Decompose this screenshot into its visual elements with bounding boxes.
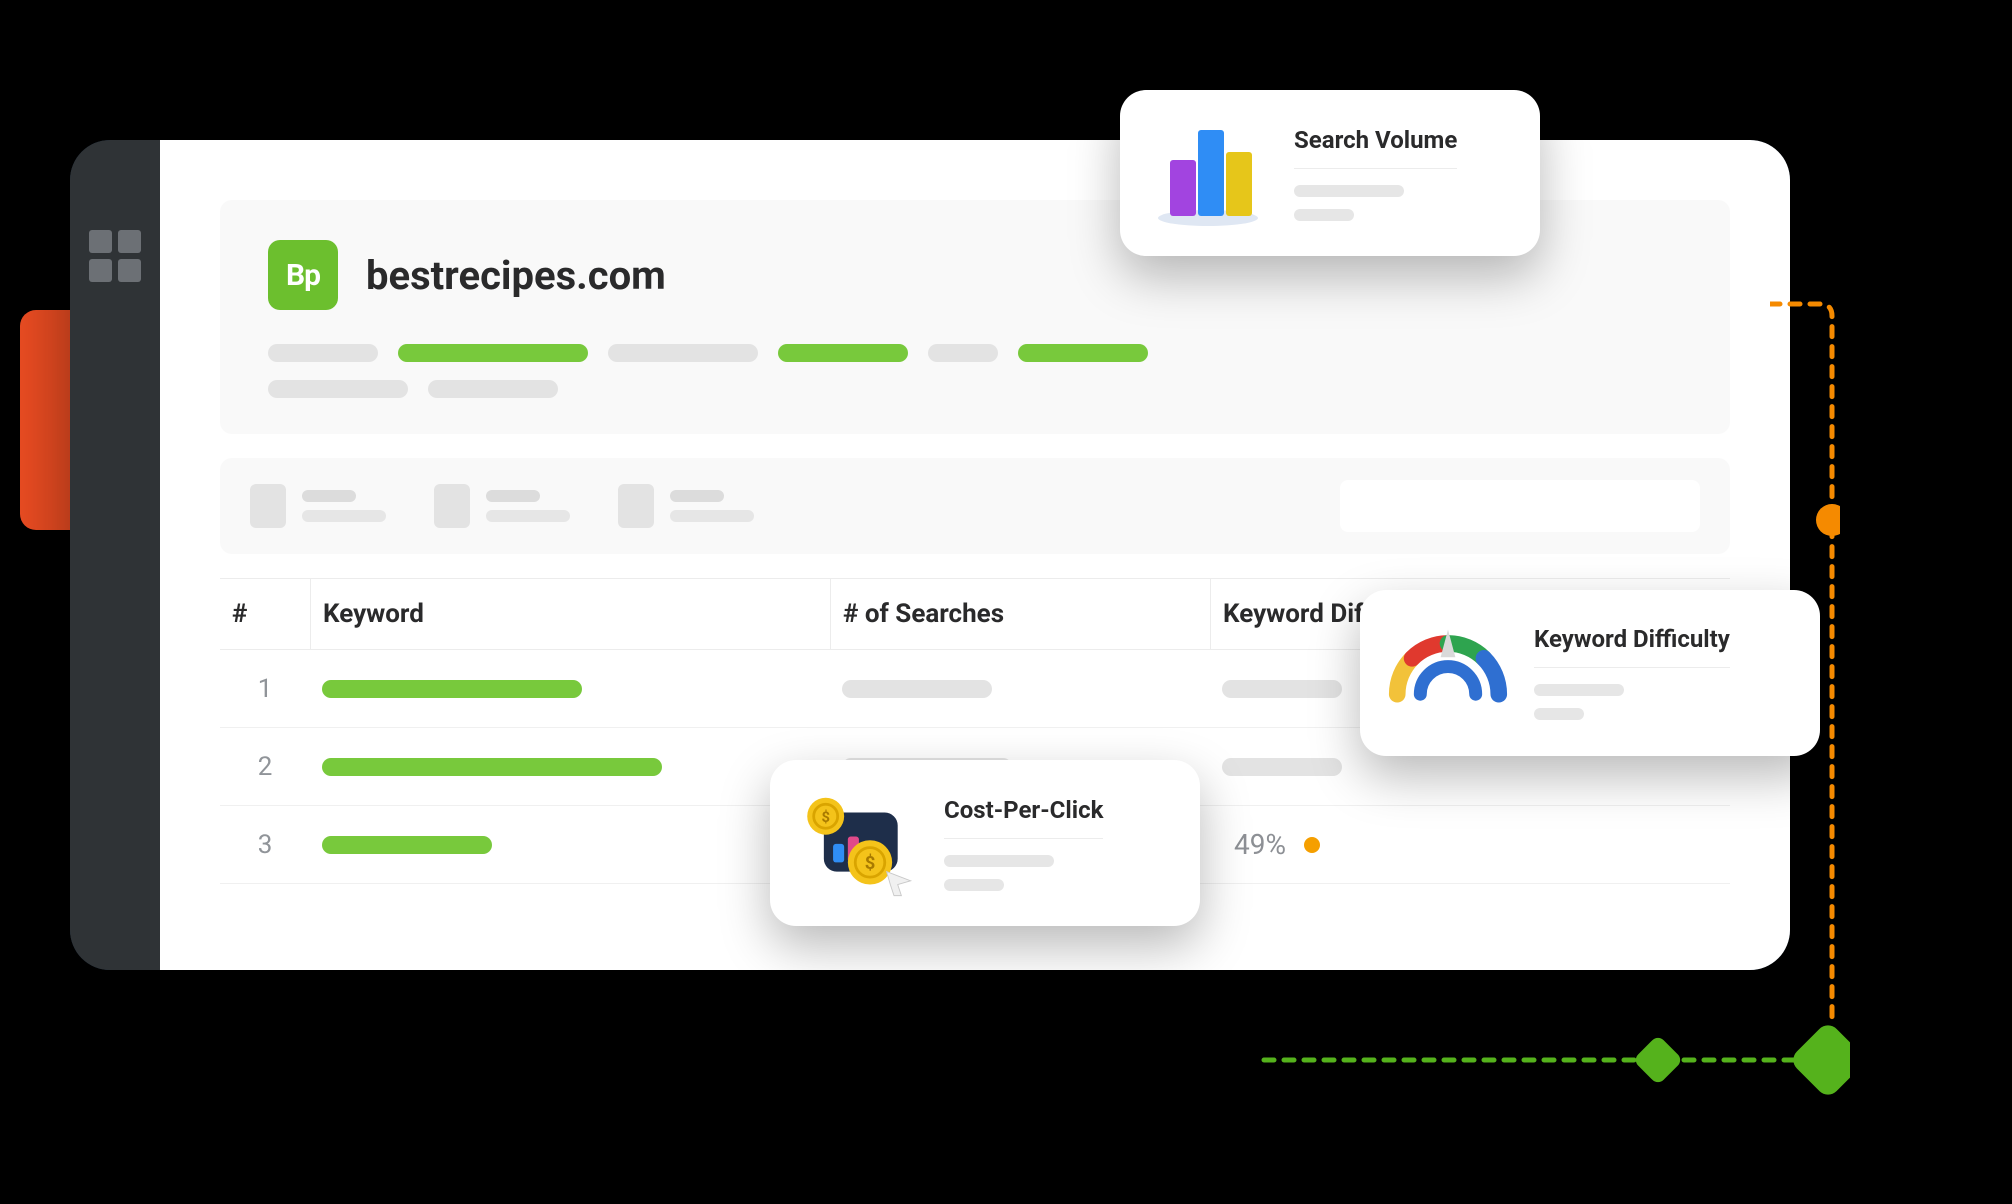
- placeholder-line: [944, 879, 1004, 891]
- connector-green: [1260, 1020, 1850, 1100]
- search-box-placeholder[interactable]: [1340, 480, 1700, 532]
- header-pill: [608, 344, 758, 362]
- header-pill: [268, 344, 378, 362]
- bar-chart-icon: [1148, 118, 1268, 228]
- callout-title: Keyword Difficulty: [1534, 626, 1730, 652]
- callout-search-volume: Search Volume: [1120, 90, 1540, 256]
- filter-bar: [220, 458, 1730, 554]
- difficulty-cell: 49%: [1210, 828, 1730, 861]
- header-pill: [778, 344, 908, 362]
- keyword-cell: [310, 836, 830, 854]
- filter-item[interactable]: [434, 484, 570, 528]
- keyword-cell: [310, 680, 830, 698]
- sidebar: [70, 140, 160, 970]
- header-pill: [428, 380, 558, 398]
- header-pills-row-2: [268, 380, 1682, 398]
- placeholder-line: [1294, 209, 1354, 221]
- col-searches[interactable]: # of Searches: [830, 579, 1210, 649]
- callout-title: Search Volume: [1294, 126, 1457, 154]
- header-pill: [928, 344, 998, 362]
- searches-cell: [830, 680, 1210, 698]
- row-index: 3: [220, 830, 310, 860]
- filter-item[interactable]: [618, 484, 754, 528]
- placeholder-line: [1534, 684, 1624, 696]
- header-pill: [268, 380, 408, 398]
- svg-text:$: $: [821, 808, 829, 826]
- placeholder-line: [944, 855, 1054, 867]
- col-keyword[interactable]: Keyword: [310, 579, 830, 649]
- header-pills-row-1: [268, 344, 1682, 362]
- placeholder-line: [1534, 708, 1584, 720]
- svg-text:$: $: [865, 852, 876, 874]
- callout-cost-per-click: $ $ Cost-Per-Click: [770, 760, 1200, 926]
- filter-item[interactable]: [250, 484, 386, 528]
- domain-title: bestrecipes.com: [366, 252, 666, 299]
- keyword-cell: [310, 758, 830, 776]
- placeholder-line: [1294, 185, 1404, 197]
- col-index: #: [220, 599, 310, 629]
- site-logo-badge: Bp: [268, 240, 338, 310]
- callout-keyword-difficulty: Keyword Difficulty: [1360, 590, 1820, 756]
- header-pill: [398, 344, 588, 362]
- difficulty-cell: [1210, 758, 1730, 776]
- callout-title: Cost-Per-Click: [944, 796, 1103, 824]
- row-index: 2: [220, 752, 310, 782]
- header-pill: [1018, 344, 1148, 362]
- cpc-icon: $ $: [798, 788, 918, 898]
- gauge-icon: [1388, 618, 1508, 728]
- row-index: 1: [220, 674, 310, 704]
- apps-grid-icon[interactable]: [89, 230, 141, 282]
